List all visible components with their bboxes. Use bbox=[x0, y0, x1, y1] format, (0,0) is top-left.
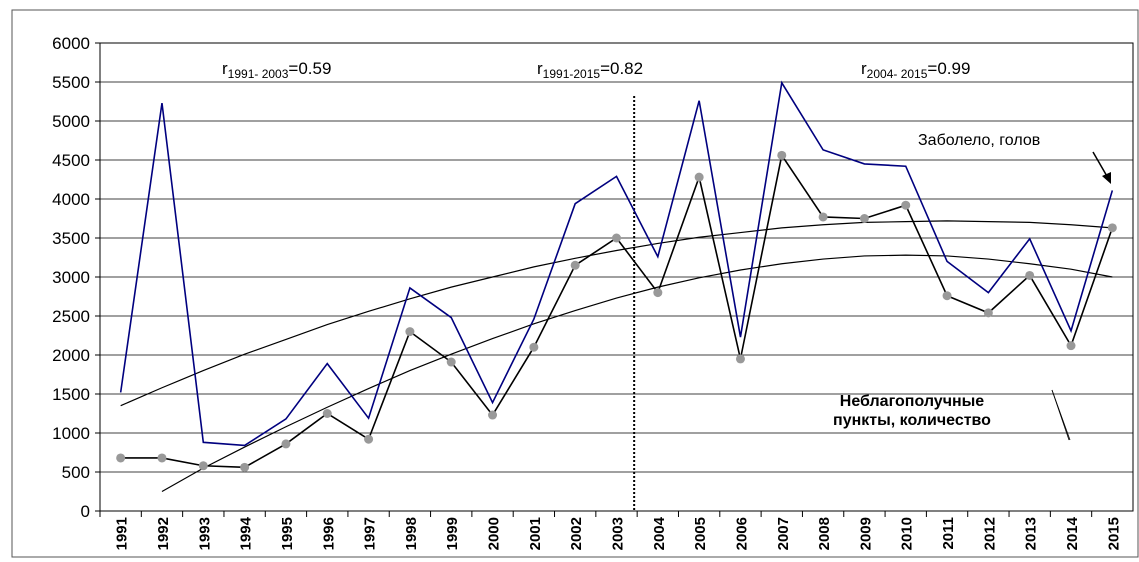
annotation-value: =0.59 bbox=[288, 59, 331, 78]
y-tick-label: 3500 bbox=[52, 229, 90, 248]
annotation-sub: 2004- 2015 bbox=[867, 67, 928, 81]
point bbox=[281, 439, 291, 449]
point bbox=[777, 150, 787, 160]
x-tick-label: 2002 bbox=[568, 517, 585, 550]
point bbox=[1025, 270, 1035, 280]
point bbox=[529, 342, 539, 352]
x-tick-label: 2000 bbox=[486, 517, 503, 550]
point bbox=[364, 434, 374, 444]
y-tick-label: 5500 bbox=[52, 73, 90, 92]
x-tick-label: 1991 bbox=[114, 517, 131, 550]
y-tick-label: 2500 bbox=[52, 307, 90, 326]
point bbox=[818, 212, 828, 222]
x-tick-label: 2015 bbox=[1105, 517, 1122, 550]
x-tick-label: 1996 bbox=[320, 517, 337, 550]
x-tick-label: 1994 bbox=[238, 516, 255, 550]
annotation-main: r bbox=[222, 59, 228, 78]
x-tick-label: 1997 bbox=[362, 517, 379, 550]
point bbox=[942, 291, 952, 301]
point bbox=[405, 327, 415, 337]
point bbox=[612, 233, 621, 243]
series-label: пункты, количество bbox=[833, 412, 991, 429]
x-tick-label: 2004 bbox=[651, 516, 668, 550]
annotation: r1991- 2003=0.59 bbox=[222, 59, 331, 81]
annotation-sub: 1991-2015 bbox=[543, 67, 601, 81]
x-tick-label: 2010 bbox=[899, 517, 916, 550]
x-tick-label: 2001 bbox=[527, 517, 544, 550]
arrow-head bbox=[1102, 172, 1111, 184]
annotation-sub: 1991- 2003 bbox=[228, 67, 289, 81]
point bbox=[198, 461, 208, 471]
point bbox=[859, 214, 869, 223]
y-tick-label: 5000 bbox=[52, 112, 90, 131]
point bbox=[446, 357, 456, 367]
series-label: Заболело, голов bbox=[918, 132, 1040, 149]
point bbox=[322, 409, 332, 418]
point bbox=[1107, 223, 1117, 233]
point bbox=[116, 453, 126, 463]
point bbox=[983, 308, 993, 318]
point bbox=[1066, 341, 1076, 351]
annotation-value: =0.82 bbox=[600, 59, 643, 78]
annotation-main: r bbox=[861, 59, 867, 78]
x-tick-label: 1998 bbox=[403, 517, 420, 550]
y-tick-label: 4500 bbox=[52, 151, 90, 170]
label-line bbox=[1051, 389, 1070, 441]
y-tick-label: 2000 bbox=[52, 346, 90, 365]
y-tick-label: 6000 bbox=[52, 34, 90, 53]
point bbox=[901, 200, 911, 210]
x-tick-label: 1993 bbox=[196, 517, 213, 550]
x-tick-label: 1992 bbox=[155, 517, 172, 550]
frame bbox=[11, 9, 1139, 558]
y-tick-label: 3000 bbox=[52, 268, 90, 287]
x-tick-label: 1999 bbox=[444, 517, 461, 550]
y-tick-label: 1000 bbox=[52, 424, 90, 443]
x-tick-label: 2007 bbox=[775, 517, 792, 550]
x-tick-label: 2013 bbox=[1023, 517, 1040, 550]
trendline bbox=[120, 220, 1113, 407]
point bbox=[157, 453, 167, 463]
x-tick-label: 2012 bbox=[981, 517, 998, 550]
point bbox=[240, 462, 250, 472]
y-tick-label: 4000 bbox=[52, 190, 90, 209]
x-tick-label: 2006 bbox=[733, 517, 750, 550]
y-tick-label: 0 bbox=[81, 502, 90, 521]
x-tick-label: 2003 bbox=[610, 517, 627, 550]
annotation: r2004- 2015=0.99 bbox=[861, 59, 970, 81]
y-tick-label: 1500 bbox=[52, 385, 90, 404]
series-line bbox=[119, 80, 1114, 447]
point bbox=[694, 172, 704, 182]
annotation: r1991-2015=0.82 bbox=[537, 59, 643, 81]
x-tick-label: 1995 bbox=[279, 517, 296, 550]
point bbox=[488, 410, 498, 420]
trendline bbox=[161, 254, 1113, 493]
x-tick-label: 2008 bbox=[816, 517, 833, 550]
x-tick-label: 2014 bbox=[1064, 516, 1081, 550]
y-tick-label: 500 bbox=[62, 463, 90, 482]
point bbox=[735, 354, 745, 364]
point bbox=[653, 288, 663, 298]
x-tick-label: 2009 bbox=[857, 517, 874, 550]
annotation-value: =0.99 bbox=[927, 59, 970, 78]
annotation-main: r bbox=[537, 59, 543, 78]
label-arrow bbox=[1092, 151, 1109, 179]
point bbox=[570, 260, 580, 270]
x-tick-label: 2011 bbox=[940, 517, 957, 550]
x-tick-label: 2005 bbox=[692, 517, 709, 550]
series-label: Неблагополучные bbox=[840, 393, 985, 410]
